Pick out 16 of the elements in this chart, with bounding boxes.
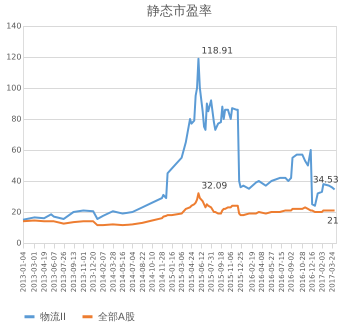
y-tick-label: 20 — [11, 208, 22, 216]
y-tick-label: 100 — [6, 84, 22, 92]
annotation: 32.09 — [201, 181, 228, 192]
legend-label: 全部A股 — [98, 310, 135, 323]
chart-title: 静态市盈率 — [147, 3, 212, 19]
y-tick-label: 140 — [6, 22, 22, 30]
y-tick-label: 120 — [6, 52, 22, 62]
y-tick-label: 40 — [11, 176, 22, 186]
annotation: 21 — [327, 216, 339, 226]
y-tick-label: 60 — [11, 146, 22, 154]
legend-label: 物流II — [40, 310, 66, 323]
annotation: 118.91 — [201, 46, 233, 57]
y-tick-label: 0 — [16, 238, 22, 248]
line-series — [22, 192, 336, 226]
y-tick-label: 80 — [11, 114, 22, 124]
annotation: 34.53 — [312, 175, 339, 186]
